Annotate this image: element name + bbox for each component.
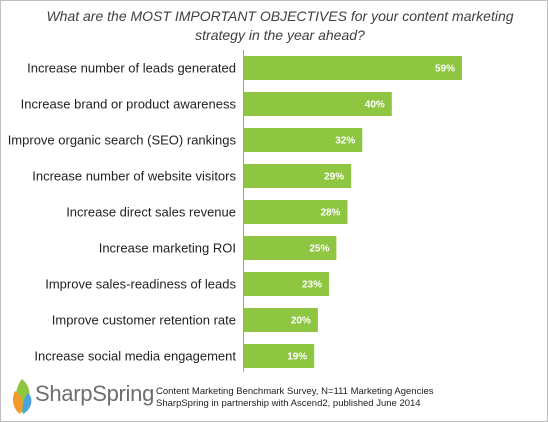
bar-8 bbox=[244, 308, 318, 332]
category-label-9: Increase social media engagement bbox=[34, 349, 236, 364]
source-line-2: SharpSpring in partnership with Ascend2,… bbox=[156, 398, 421, 409]
source-line-1: Content Marketing Benchmark Survey, N=11… bbox=[156, 386, 434, 397]
bar-7 bbox=[244, 272, 329, 296]
sharpspring-logo: SharpSpring bbox=[8, 377, 154, 417]
logo-wordmark: SharpSpring bbox=[35, 381, 154, 406]
category-label-2: Increase brand or product awareness bbox=[21, 97, 237, 112]
value-label-2: 40% bbox=[365, 100, 385, 111]
category-label-1: Increase number of leads generated bbox=[27, 61, 236, 76]
category-label-3: Improve organic search (SEO) rankings bbox=[8, 133, 237, 148]
sharpspring-leaf-icon bbox=[12, 379, 32, 414]
value-label-6: 25% bbox=[309, 244, 329, 255]
category-label-7: Improve sales-readiness of leads bbox=[45, 277, 236, 292]
bar-chart: Increase number of leads generated 59% Inc… bbox=[8, 50, 463, 372]
bars-group: Increase number of leads generated 59% Inc… bbox=[8, 56, 463, 368]
value-label-7: 23% bbox=[302, 280, 322, 291]
value-label-3: 32% bbox=[335, 136, 355, 147]
bar-4 bbox=[244, 164, 352, 188]
category-label-5: Increase direct sales revenue bbox=[66, 205, 236, 220]
bar-9 bbox=[244, 344, 315, 368]
chart-title: What are the MOST IMPORTANT OBJECTIVES f… bbox=[46, 8, 514, 43]
value-label-4: 29% bbox=[324, 172, 344, 183]
value-label-9: 19% bbox=[287, 352, 307, 363]
source-note: Content Marketing Benchmark Survey, N=11… bbox=[156, 386, 434, 410]
value-label-5: 28% bbox=[320, 208, 340, 219]
category-label-8: Improve customer retention rate bbox=[52, 313, 236, 328]
category-label-6: Increase marketing ROI bbox=[99, 241, 236, 256]
value-label-1: 59% bbox=[435, 64, 455, 75]
bar-2 bbox=[244, 92, 392, 116]
bar-1 bbox=[244, 56, 463, 80]
bar-6 bbox=[244, 236, 337, 260]
category-label-4: Increase number of website visitors bbox=[32, 169, 236, 184]
bar-5 bbox=[244, 200, 348, 224]
bar-3 bbox=[244, 128, 363, 152]
value-label-8: 20% bbox=[291, 316, 311, 327]
